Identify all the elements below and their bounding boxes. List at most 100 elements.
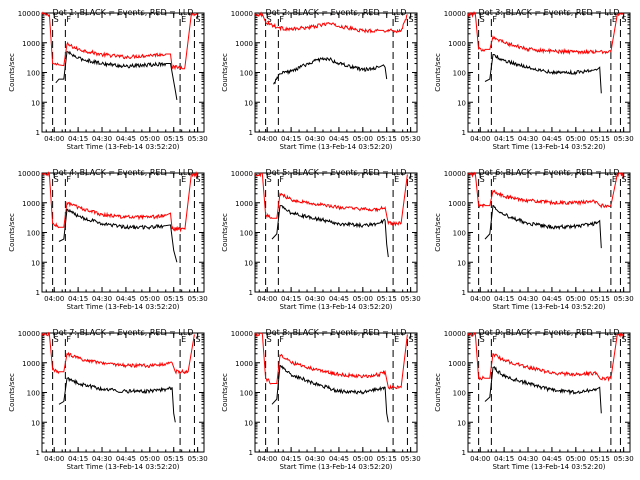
y-tick-label: 10000: [231, 170, 253, 178]
flag-label: F: [66, 175, 71, 184]
chart-panel-4: Det 4: BLACK = Events, RED = LLD 1 10 100 10…: [8, 168, 208, 311]
flag-label: S: [480, 175, 485, 184]
y-tick-label: 1: [36, 449, 40, 457]
y-tick-label: 10: [244, 419, 253, 427]
x-tick-label: 04:45: [329, 295, 349, 303]
x-tick-label: 04:00: [44, 135, 64, 143]
y-tick-label: 10: [244, 259, 253, 267]
x-tick-label: 05:15: [590, 455, 610, 463]
events-series-line: [58, 208, 178, 263]
y-tick-label: 1000: [22, 40, 40, 48]
chart-panel-8: Det 8: BLACK = Events, RED = LLD 1 10 100 10…: [221, 328, 421, 471]
chart-title: Det 1: BLACK = Events, RED = LLD: [53, 8, 194, 17]
lld-series-line: [467, 171, 625, 209]
x-tick-label: 04:15: [494, 455, 514, 463]
y-tick-label: 1000: [235, 40, 253, 48]
y-tick-label: 1: [462, 289, 466, 297]
y-tick-label: 10000: [231, 10, 253, 18]
chart-title: Det 9: BLACK = Events, RED = LLD: [479, 328, 620, 337]
y-tick-label: 10000: [18, 10, 40, 18]
y-tick-label: 1: [249, 449, 253, 457]
plot-frame: [467, 332, 631, 453]
y-tick-label: 1000: [448, 360, 466, 368]
x-tick-label: 05:00: [140, 135, 160, 143]
y-tick-label: 100: [240, 230, 253, 238]
y-tick-label: 10000: [231, 330, 253, 338]
flag-label: S: [621, 175, 626, 184]
chart-title: Det 3: BLACK = Events, RED = LLD: [479, 8, 620, 17]
plot-frame: [467, 172, 631, 293]
y-axis-label: Counts/sec: [434, 213, 442, 252]
flag-label: E: [394, 15, 399, 24]
x-tick-label: 04:45: [116, 455, 136, 463]
x-axis-label: Start Time (13-Feb-14 03:52:20): [492, 143, 605, 151]
x-tick-label: 04:45: [329, 455, 349, 463]
y-axis-label: Counts/sec: [8, 373, 16, 412]
flag-label: S: [54, 15, 59, 24]
y-tick-label: 10: [31, 419, 40, 427]
x-axis-label: Start Time (13-Feb-14 03:52:20): [279, 463, 392, 471]
flag-label: S: [267, 335, 272, 344]
x-tick-label: 04:45: [116, 295, 136, 303]
x-tick-label: 04:15: [68, 455, 88, 463]
y-tick-label: 100: [240, 390, 253, 398]
x-tick-label: 04:30: [92, 295, 112, 303]
x-axis-label: Start Time (13-Feb-14 03:52:20): [279, 303, 392, 311]
y-tick-label: 1: [36, 289, 40, 297]
flag-label: E: [394, 175, 399, 184]
flag-label: F: [279, 175, 284, 184]
flag-label: F: [492, 15, 497, 24]
events-series-line: [58, 376, 176, 423]
x-tick-label: 04:45: [542, 135, 562, 143]
y-tick-label: 10: [31, 259, 40, 267]
flag-label: F: [279, 335, 284, 344]
x-tick-label: 04:30: [305, 455, 325, 463]
events-series-line: [271, 205, 389, 258]
y-tick-label: 10: [244, 99, 253, 107]
x-tick-label: 04:15: [281, 135, 301, 143]
x-tick-label: 05:15: [377, 295, 397, 303]
chart-panel-5: Det 5: BLACK = Events, RED = LLD 1 10 100 10…: [221, 168, 421, 311]
lld-series-line: [467, 11, 624, 56]
x-axis-label: Start Time (13-Feb-14 03:52:20): [66, 303, 179, 311]
y-tick-label: 10000: [444, 330, 466, 338]
x-tick-label: 04:45: [542, 455, 562, 463]
flag-label: S: [408, 335, 413, 344]
flag-label: E: [612, 335, 617, 344]
y-tick-label: 100: [27, 70, 40, 78]
x-tick-label: 04:30: [92, 455, 112, 463]
y-tick-label: 10: [457, 419, 466, 427]
x-axis-label: Start Time (13-Feb-14 03:52:20): [66, 143, 179, 151]
x-axis-label: Start Time (13-Feb-14 03:52:20): [492, 463, 605, 471]
flag-label: S: [267, 15, 272, 24]
x-tick-label: 04:45: [116, 135, 136, 143]
x-tick-label: 05:00: [566, 135, 586, 143]
flag-label: S: [195, 335, 200, 344]
x-tick-label: 05:15: [590, 135, 610, 143]
y-axis-label: Counts/sec: [8, 213, 16, 252]
flag-label: E: [612, 15, 617, 24]
x-tick-label: 05:15: [164, 135, 184, 143]
x-tick-label: 05:30: [614, 135, 634, 143]
y-tick-label: 10000: [444, 170, 466, 178]
events-series-line: [484, 53, 602, 94]
flag-label: S: [621, 335, 626, 344]
flag-label: S: [267, 175, 272, 184]
x-tick-label: 05:00: [353, 295, 373, 303]
x-tick-label: 04:30: [92, 135, 112, 143]
x-tick-label: 05:15: [164, 455, 184, 463]
y-tick-label: 10000: [18, 330, 40, 338]
x-tick-label: 04:30: [518, 295, 538, 303]
lld-series-line: [41, 171, 199, 233]
flag-label: S: [195, 175, 200, 184]
flag-label: E: [181, 335, 186, 344]
x-tick-label: 04:00: [470, 295, 490, 303]
y-tick-label: 100: [453, 230, 466, 238]
y-tick-label: 1000: [22, 360, 40, 368]
x-tick-label: 04:45: [329, 135, 349, 143]
y-tick-label: 1: [462, 129, 466, 137]
chart-title: Det 6: BLACK = Events, RED = LLD: [479, 168, 620, 177]
lld-series-line: [41, 331, 195, 375]
flag-label: S: [54, 175, 59, 184]
x-tick-label: 05:00: [140, 455, 160, 463]
